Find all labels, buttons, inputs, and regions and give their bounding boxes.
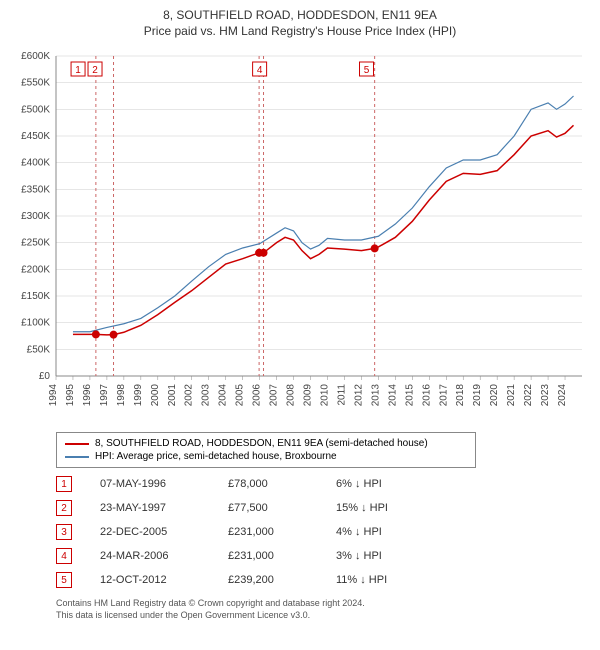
chart-svg: £0 £50K £100K £150K £200K £250K £300K £350K £400… <box>8 46 592 426</box>
svg-text:5: 5 <box>364 65 370 76</box>
sale-diff: 15% ↓ HPI <box>336 502 436 514</box>
svg-text:2020: 2020 <box>489 384 500 407</box>
sale-marker-icon: 2 <box>56 500 72 516</box>
legend-swatch <box>65 456 89 458</box>
svg-text:£600K: £600K <box>21 51 50 62</box>
sale-date: 07-MAY-1996 <box>100 478 200 490</box>
chart-header: 8, SOUTHFIELD ROAD, HODDESDON, EN11 9EA … <box>8 8 592 38</box>
svg-text:2023: 2023 <box>540 384 551 407</box>
svg-text:2011: 2011 <box>336 384 347 406</box>
legend-item-hpi: HPI: Average price, semi-detached house,… <box>65 450 467 463</box>
svg-text:2010: 2010 <box>319 384 330 407</box>
svg-text:£250K: £250K <box>21 238 50 249</box>
svg-text:£200K: £200K <box>21 264 50 275</box>
sale-row: 5 12-OCT-2012 £239,200 11% ↓ HPI <box>56 568 592 592</box>
svg-text:2012: 2012 <box>353 384 364 407</box>
svg-text:1999: 1999 <box>133 384 144 407</box>
sale-diff: 4% ↓ HPI <box>336 526 436 538</box>
sale-date: 23-MAY-1997 <box>100 502 200 514</box>
legend-swatch <box>65 443 89 445</box>
sale-row: 4 24-MAR-2006 £231,000 3% ↓ HPI <box>56 544 592 568</box>
svg-text:2001: 2001 <box>167 384 178 407</box>
svg-text:2003: 2003 <box>201 384 212 407</box>
svg-text:2016: 2016 <box>421 384 432 407</box>
svg-text:4: 4 <box>257 65 263 76</box>
footer-line: Contains HM Land Registry data © Crown c… <box>56 598 592 610</box>
sale-diff: 6% ↓ HPI <box>336 478 436 490</box>
footer-line: This data is licensed under the Open Gov… <box>56 610 592 622</box>
svg-text:2006: 2006 <box>252 384 263 407</box>
svg-text:£350K: £350K <box>21 184 50 195</box>
footer: Contains HM Land Registry data © Crown c… <box>56 598 592 621</box>
svg-text:2007: 2007 <box>269 384 280 407</box>
svg-text:2013: 2013 <box>370 384 381 407</box>
sale-date: 24-MAR-2006 <box>100 550 200 562</box>
svg-text:2009: 2009 <box>303 384 314 407</box>
sale-marker-icon: 4 <box>56 548 72 564</box>
svg-text:2005: 2005 <box>235 384 246 407</box>
sale-price: £231,000 <box>228 526 308 538</box>
sales-table: 1 07-MAY-1996 £78,000 6% ↓ HPI 2 23-MAY-1997 £… <box>56 472 592 592</box>
price-chart: £0 £50K £100K £150K £200K £250K £300K £350K £400… <box>8 46 592 426</box>
svg-text:£400K: £400K <box>21 158 50 169</box>
page-subtitle: Price paid vs. HM Land Registry's House … <box>8 24 592 38</box>
svg-text:2024: 2024 <box>557 384 568 407</box>
sale-date: 12-OCT-2012 <box>100 574 200 586</box>
svg-text:2015: 2015 <box>404 384 415 407</box>
page-title: 8, SOUTHFIELD ROAD, HODDESDON, EN11 9EA <box>8 8 592 22</box>
sale-diff: 3% ↓ HPI <box>336 550 436 562</box>
svg-text:2000: 2000 <box>150 384 161 407</box>
legend-item-property: 8, SOUTHFIELD ROAD, HODDESDON, EN11 9EA … <box>65 437 467 450</box>
svg-text:1995: 1995 <box>65 384 76 407</box>
sale-price: £239,200 <box>228 574 308 586</box>
sale-marker-icon: 5 <box>56 572 72 588</box>
sale-price: £77,500 <box>228 502 308 514</box>
svg-text:2014: 2014 <box>387 384 398 407</box>
svg-text:2017: 2017 <box>438 384 449 407</box>
svg-text:£550K: £550K <box>21 78 50 89</box>
svg-text:£0: £0 <box>39 371 51 382</box>
svg-text:£50K: £50K <box>27 344 51 355</box>
sale-row: 1 07-MAY-1996 £78,000 6% ↓ HPI <box>56 472 592 496</box>
svg-text:£100K: £100K <box>21 318 50 329</box>
svg-text:1997: 1997 <box>99 384 110 407</box>
svg-text:£500K: £500K <box>21 104 50 115</box>
legend-label: 8, SOUTHFIELD ROAD, HODDESDON, EN11 9EA … <box>95 438 428 449</box>
sale-price: £78,000 <box>228 478 308 490</box>
sale-marker-icon: 3 <box>56 524 72 540</box>
svg-text:1998: 1998 <box>116 384 127 407</box>
legend: 8, SOUTHFIELD ROAD, HODDESDON, EN11 9EA … <box>56 432 476 468</box>
svg-text:2004: 2004 <box>218 384 229 407</box>
sale-diff: 11% ↓ HPI <box>336 574 436 586</box>
svg-text:2019: 2019 <box>472 384 483 407</box>
svg-text:2008: 2008 <box>286 384 297 407</box>
sale-date: 22-DEC-2005 <box>100 526 200 538</box>
svg-text:2022: 2022 <box>523 384 534 407</box>
svg-text:£150K: £150K <box>21 291 50 302</box>
sale-price: £231,000 <box>228 550 308 562</box>
svg-text:2002: 2002 <box>184 384 195 407</box>
svg-text:1: 1 <box>75 65 81 76</box>
svg-text:2021: 2021 <box>506 384 517 407</box>
svg-text:1994: 1994 <box>48 384 59 407</box>
svg-text:2: 2 <box>92 65 98 76</box>
svg-text:1996: 1996 <box>82 384 93 407</box>
svg-text:£300K: £300K <box>21 211 50 222</box>
sale-row: 2 23-MAY-1997 £77,500 15% ↓ HPI <box>56 496 592 520</box>
svg-text:£450K: £450K <box>21 131 50 142</box>
sale-marker-icon: 1 <box>56 476 72 492</box>
sale-row: 3 22-DEC-2005 £231,000 4% ↓ HPI <box>56 520 592 544</box>
svg-text:2018: 2018 <box>455 384 466 407</box>
legend-label: HPI: Average price, semi-detached house,… <box>95 451 337 462</box>
